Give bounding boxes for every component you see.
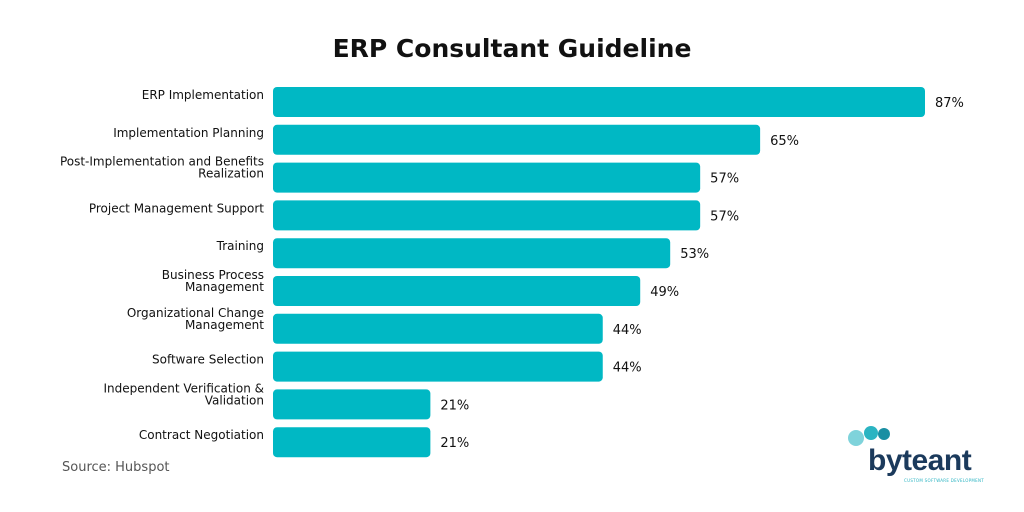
bar-7	[273, 351, 603, 382]
value-label-8: 21%	[440, 398, 469, 413]
category-label-9: Contract Negotiation	[139, 428, 264, 442]
value-label-5: 49%	[650, 285, 679, 300]
category-label-6: Organizational Change Management	[127, 306, 264, 332]
bar-6	[273, 313, 603, 344]
category-label-0: ERP Implementation	[142, 88, 264, 102]
logo-dots-icon	[846, 424, 906, 450]
value-label-4: 53%	[680, 247, 709, 262]
logo-tagline: CUSTOM SOFTWARE DEVELOPMENT	[904, 478, 985, 483]
value-label-0: 87%	[935, 96, 964, 111]
category-label-5: Business Process Management	[162, 268, 265, 294]
bar-3	[273, 200, 701, 231]
value-label-6: 44%	[613, 323, 642, 338]
bar-4	[273, 238, 671, 269]
source-note: Source: Hubspot	[62, 460, 170, 475]
value-label-3: 57%	[710, 209, 739, 224]
value-label-9: 21%	[440, 436, 469, 451]
bar-2	[273, 162, 701, 193]
bar-5	[273, 276, 641, 306]
bar-1	[273, 124, 761, 155]
bar-8	[273, 389, 431, 420]
chart-title: ERP Consultant Guideline	[332, 34, 692, 63]
category-label-1: Implementation Planning	[113, 126, 264, 140]
byteant-logo: byteant CUSTOM SOFTWARE DEVELOPMENT	[846, 424, 996, 488]
value-label-2: 57%	[710, 172, 739, 187]
bar-0	[273, 87, 925, 117]
category-label-8: Independent Verification & Validation	[104, 381, 264, 407]
value-label-7: 44%	[613, 361, 642, 376]
category-label-4: Training	[216, 239, 264, 253]
category-label-3: Project Management Support	[89, 201, 264, 215]
value-label-1: 65%	[770, 134, 799, 149]
category-label-2: Post-Implementation and Benefits Realizat…	[60, 155, 264, 181]
category-label-7: Software Selection	[152, 353, 264, 367]
logo-wordmark: byteant	[868, 444, 972, 477]
bar-9	[273, 427, 431, 458]
